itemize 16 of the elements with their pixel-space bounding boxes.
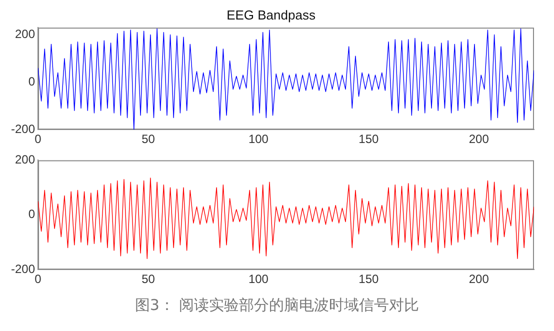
chart-title: EEG Bandpass [226,7,316,22]
y-tick-label: 200 [14,27,36,42]
x-tick-label: 50 [142,132,156,146]
x-tick-label: 100 [248,272,269,286]
x-tick-label: 150 [358,132,380,146]
y-tick-label: -200 [10,262,36,276]
y-tick-label: 0 [28,207,36,222]
x-tick-label: 150 [358,272,380,286]
caption: 图3： 阅读实验部分的脑电波时域信号对比 [134,296,420,315]
x-tick-label: 200 [468,272,490,286]
y-tick-label: 200 [14,152,36,167]
y-tick-label: 0 [28,74,36,88]
x-tick-label: 100 [248,132,269,146]
y-tick-label: -200 [10,122,36,136]
x-tick-label: 50 [142,272,156,286]
x-tick-label: 200 [468,132,490,146]
